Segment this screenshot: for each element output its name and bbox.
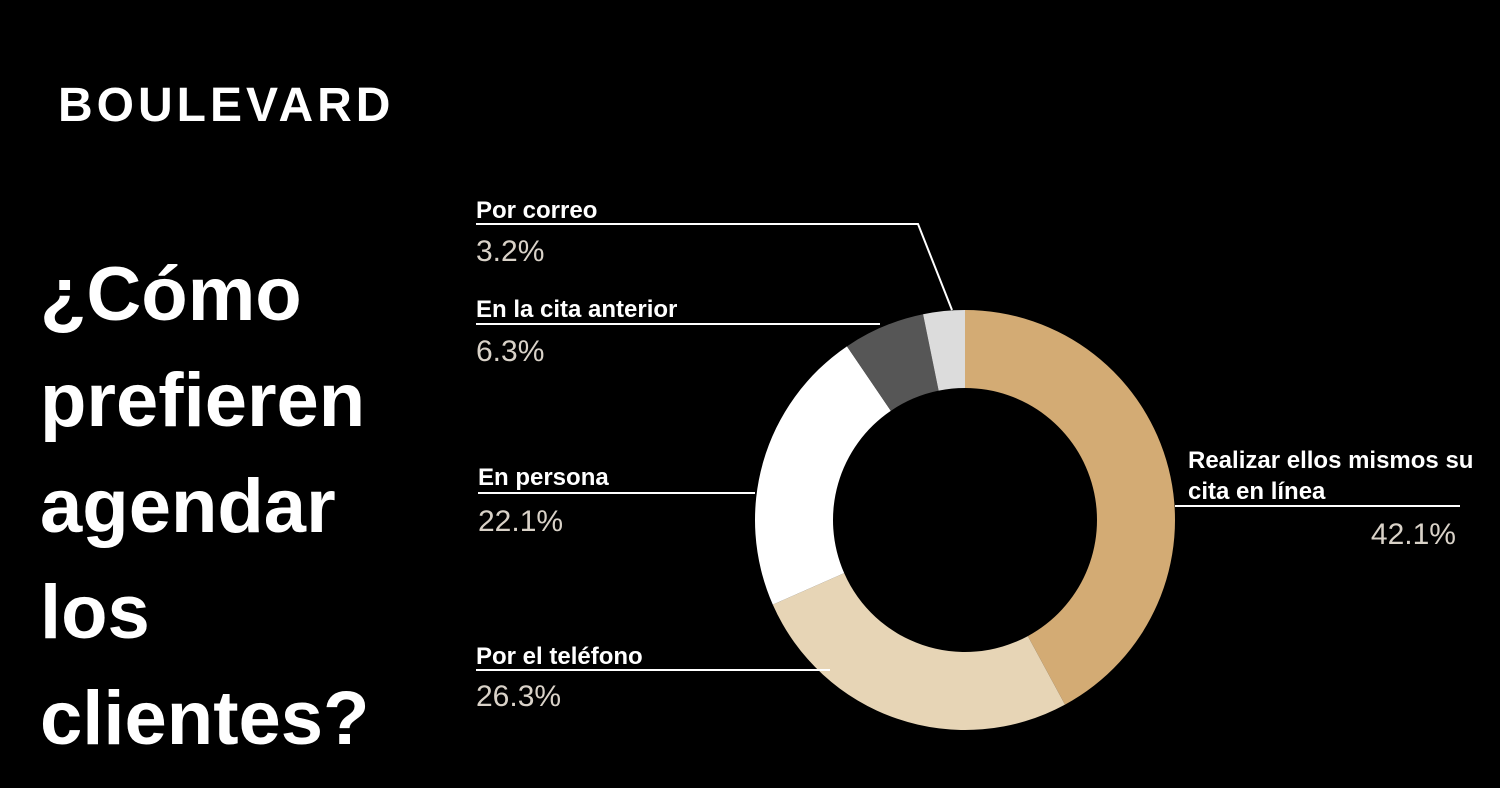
donut-slice — [772, 573, 1066, 731]
slice-label: En persona — [478, 464, 609, 491]
slice-label: En la cita anterior — [476, 296, 678, 323]
leader-line — [476, 223, 953, 311]
value-label: 26.3% — [476, 680, 562, 713]
value-label: 22.1% — [478, 505, 564, 538]
donut-slice — [846, 314, 939, 411]
donut-slice — [965, 310, 1175, 705]
slice-label: Por correo — [476, 197, 598, 224]
brand-logo: BOULEVARD — [58, 79, 395, 132]
value-label: 42.1% — [1370, 518, 1456, 551]
donut-slice — [755, 346, 891, 605]
value-label: 6.3% — [476, 335, 545, 368]
value-label: 3.2% — [476, 235, 545, 268]
chart-title: ¿Cómo prefieren agendar los clientes? — [40, 252, 370, 761]
slice-label: Realizar ellos mismos su cita en línea — [1188, 447, 1474, 505]
donut-slice — [923, 310, 965, 391]
slice-label: Por el teléfono — [476, 643, 643, 670]
